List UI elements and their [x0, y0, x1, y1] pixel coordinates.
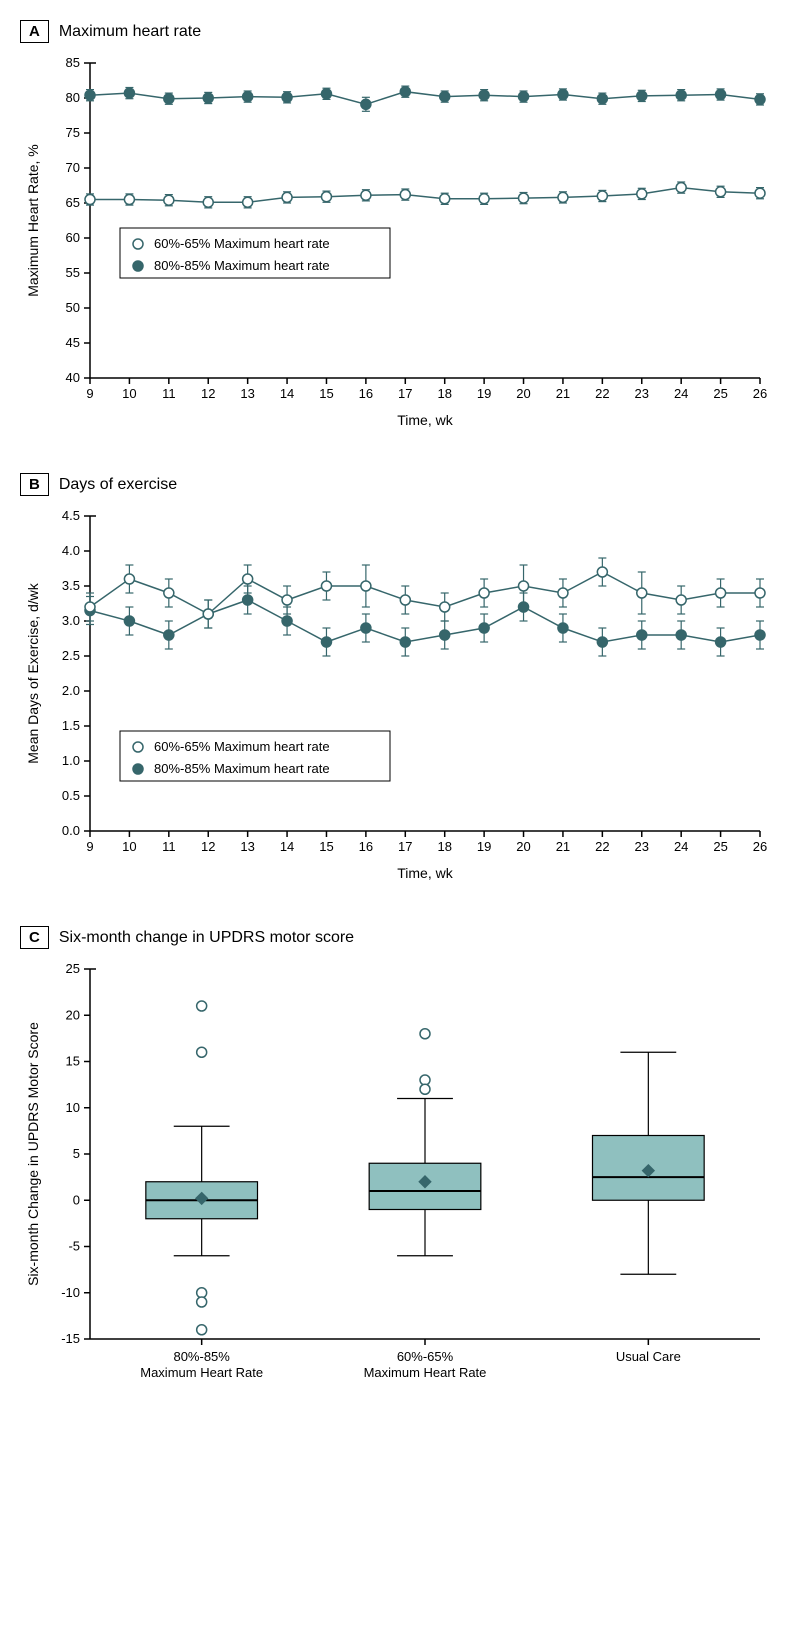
svg-text:-15: -15 — [61, 1331, 80, 1346]
svg-text:18: 18 — [437, 386, 451, 401]
svg-text:25: 25 — [713, 386, 727, 401]
svg-text:3.5: 3.5 — [62, 578, 80, 593]
svg-text:16: 16 — [359, 839, 373, 854]
svg-text:80%-85% Maximum heart rate: 80%-85% Maximum heart rate — [154, 761, 330, 776]
svg-text:16: 16 — [359, 386, 373, 401]
panel-b-title: Days of exercise — [59, 476, 177, 494]
svg-text:2.5: 2.5 — [62, 648, 80, 663]
svg-text:11: 11 — [162, 386, 176, 401]
svg-text:4.5: 4.5 — [62, 508, 80, 523]
panel-c-letter: C — [20, 926, 49, 949]
svg-text:Time, wk: Time, wk — [397, 412, 453, 428]
svg-text:5: 5 — [73, 1146, 80, 1161]
svg-text:23: 23 — [635, 839, 649, 854]
svg-text:1.0: 1.0 — [62, 753, 80, 768]
panel-a-chart: 40 45 50 55 60 65 70 75 80 85 9 10 11 12 13 14 15 16 17 18 1… — [20, 53, 778, 433]
svg-text:45: 45 — [66, 335, 80, 350]
svg-text:15: 15 — [319, 386, 333, 401]
svg-text:65: 65 — [66, 195, 80, 210]
panel-b-letter: B — [20, 473, 49, 496]
svg-text:22: 22 — [595, 386, 609, 401]
svg-text:Usual Care: Usual Care — [616, 1349, 681, 1364]
svg-text:26: 26 — [753, 386, 767, 401]
svg-text:4.0: 4.0 — [62, 543, 80, 558]
svg-text:24: 24 — [674, 839, 688, 854]
svg-text:13: 13 — [240, 839, 254, 854]
svg-text:80%-85% Maximum heart rate: 80%-85% Maximum heart rate — [154, 258, 330, 273]
svg-text:17: 17 — [398, 839, 412, 854]
svg-text:50: 50 — [66, 300, 80, 315]
svg-text:23: 23 — [635, 386, 649, 401]
svg-text:80%-85%: 80%-85% — [173, 1349, 230, 1364]
svg-text:18: 18 — [437, 839, 451, 854]
svg-text:10: 10 — [122, 386, 136, 401]
svg-text:12: 12 — [201, 839, 215, 854]
svg-text:9: 9 — [86, 839, 93, 854]
svg-text:12: 12 — [201, 386, 215, 401]
panel-c-title: Six-month change in UPDRS motor score — [59, 929, 354, 947]
svg-text:19: 19 — [477, 386, 491, 401]
panel-c-chart: -15 -10 -5 0 5 10 15 20 25 Six-month Change in UP… — [20, 959, 778, 1399]
svg-text:75: 75 — [66, 125, 80, 140]
svg-text:Six-month Change in UPDRS Moto: Six-month Change in UPDRS Motor Score — [25, 1022, 41, 1286]
panel-b: B Days of exercise 0.0 0.5 1.0 1.5 2.0 2.5 3.0… — [20, 473, 778, 886]
svg-text:9: 9 — [86, 386, 93, 401]
svg-text:60%-65% Maximum heart rate: 60%-65% Maximum heart rate — [154, 739, 330, 754]
svg-text:22: 22 — [595, 839, 609, 854]
svg-text:1.5: 1.5 — [62, 718, 80, 733]
svg-text:85: 85 — [66, 55, 80, 70]
svg-text:20: 20 — [66, 1007, 80, 1022]
svg-text:20: 20 — [516, 839, 530, 854]
svg-text:3.0: 3.0 — [62, 613, 80, 628]
svg-text:20: 20 — [516, 386, 530, 401]
svg-text:19: 19 — [477, 839, 491, 854]
panel-a-title: Maximum heart rate — [59, 23, 201, 41]
svg-text:26: 26 — [753, 839, 767, 854]
svg-text:60%-65%: 60%-65% — [397, 1349, 454, 1364]
svg-text:0.0: 0.0 — [62, 823, 80, 838]
panel-a-header: A Maximum heart rate — [20, 20, 778, 43]
svg-text:Time, wk: Time, wk — [397, 865, 453, 881]
svg-text:55: 55 — [66, 265, 80, 280]
panel-a: A Maximum heart rate 40 45 50 55 60 65 70 75 80 8… — [20, 20, 778, 433]
svg-text:-10: -10 — [61, 1285, 80, 1300]
svg-text:10: 10 — [66, 1100, 80, 1115]
svg-text:15: 15 — [66, 1054, 80, 1069]
svg-text:13: 13 — [240, 386, 254, 401]
svg-text:Maximum Heart Rate: Maximum Heart Rate — [364, 1365, 487, 1380]
svg-text:70: 70 — [66, 160, 80, 175]
svg-text:2.0: 2.0 — [62, 683, 80, 698]
svg-text:40: 40 — [66, 370, 80, 385]
panel-b-header: B Days of exercise — [20, 473, 778, 496]
svg-text:25: 25 — [713, 839, 727, 854]
panel-b-chart: 0.0 0.5 1.0 1.5 2.0 2.5 3.0 3.5 4.0 4.5 9 10 11 12 13 1… — [20, 506, 778, 886]
svg-text:14: 14 — [280, 839, 294, 854]
svg-text:10: 10 — [122, 839, 136, 854]
svg-text:60: 60 — [66, 230, 80, 245]
svg-text:25: 25 — [66, 961, 80, 976]
svg-text:15: 15 — [319, 839, 333, 854]
panel-a-letter: A — [20, 20, 49, 43]
svg-text:0: 0 — [73, 1192, 80, 1207]
panel-c: C Six-month change in UPDRS motor score … — [20, 926, 778, 1399]
svg-text:Maximum Heart Rate, %: Maximum Heart Rate, % — [25, 144, 41, 296]
svg-text:0.5: 0.5 — [62, 788, 80, 803]
svg-text:11: 11 — [162, 839, 176, 854]
svg-text:21: 21 — [556, 839, 570, 854]
svg-text:14: 14 — [280, 386, 294, 401]
svg-text:80: 80 — [66, 90, 80, 105]
svg-text:-5: -5 — [68, 1239, 80, 1254]
svg-text:21: 21 — [556, 386, 570, 401]
svg-text:60%-65% Maximum heart rate: 60%-65% Maximum heart rate — [154, 236, 330, 251]
svg-text:24: 24 — [674, 386, 688, 401]
svg-text:Mean Days of Exercise, d/wk: Mean Days of Exercise, d/wk — [25, 582, 41, 764]
panel-c-header: C Six-month change in UPDRS motor score — [20, 926, 778, 949]
svg-text:Maximum Heart Rate: Maximum Heart Rate — [140, 1365, 263, 1380]
svg-text:17: 17 — [398, 386, 412, 401]
